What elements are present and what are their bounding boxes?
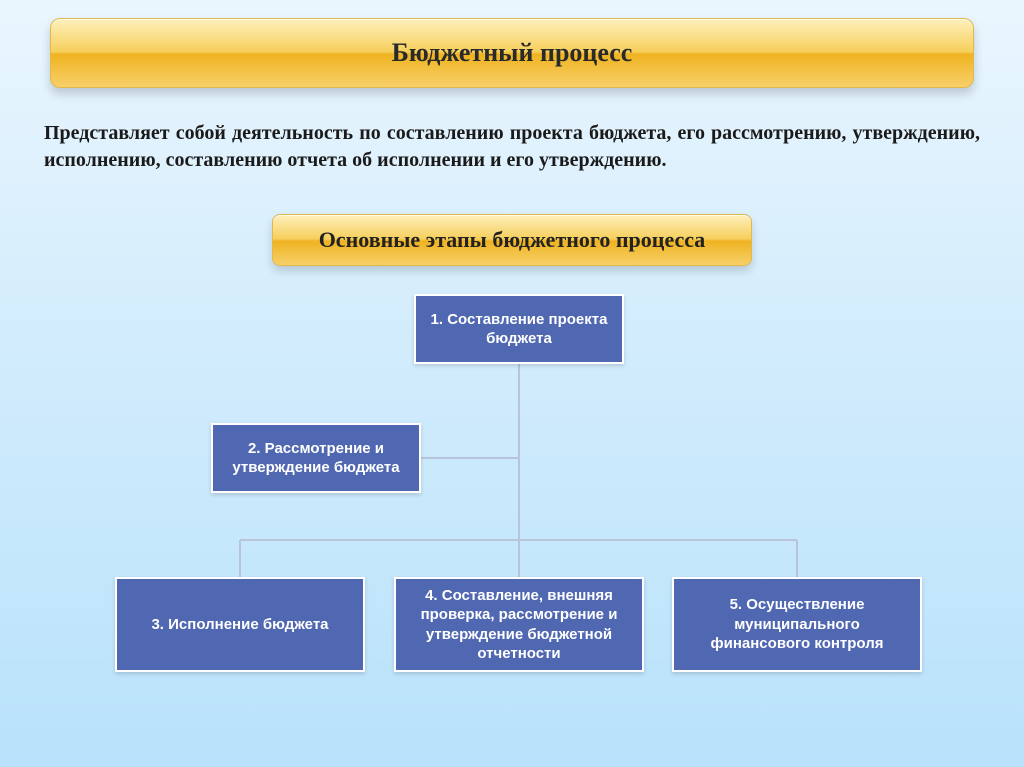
description-text: Представляет собой деятельность по соста… [44,120,980,174]
node-1: 1. Составление проекта бюджета [414,294,624,364]
node-3-label: 3. Исполнение бюджета [151,615,328,635]
node-5: 5. Осуществление муниципального финансов… [672,577,922,672]
node-5-label: 5. Осуществление муниципального финансов… [684,595,910,654]
node-1-label: 1. Составление проекта бюджета [426,310,612,349]
subtitle-text: Основные этапы бюджетного процесса [319,227,706,253]
title-bar: Бюджетный процесс [50,18,974,88]
title-text: Бюджетный процесс [392,38,633,68]
node-4: 4. Составление, внешняя проверка, рассмо… [394,577,644,672]
node-3: 3. Исполнение бюджета [115,577,365,672]
subtitle-bar: Основные этапы бюджетного процесса [272,214,752,266]
node-2-label: 2. Рассмотрение и утверждение бюджета [223,439,409,478]
node-4-label: 4. Составление, внешняя проверка, рассмо… [406,586,632,664]
node-2: 2. Рассмотрение и утверждение бюджета [211,423,421,493]
